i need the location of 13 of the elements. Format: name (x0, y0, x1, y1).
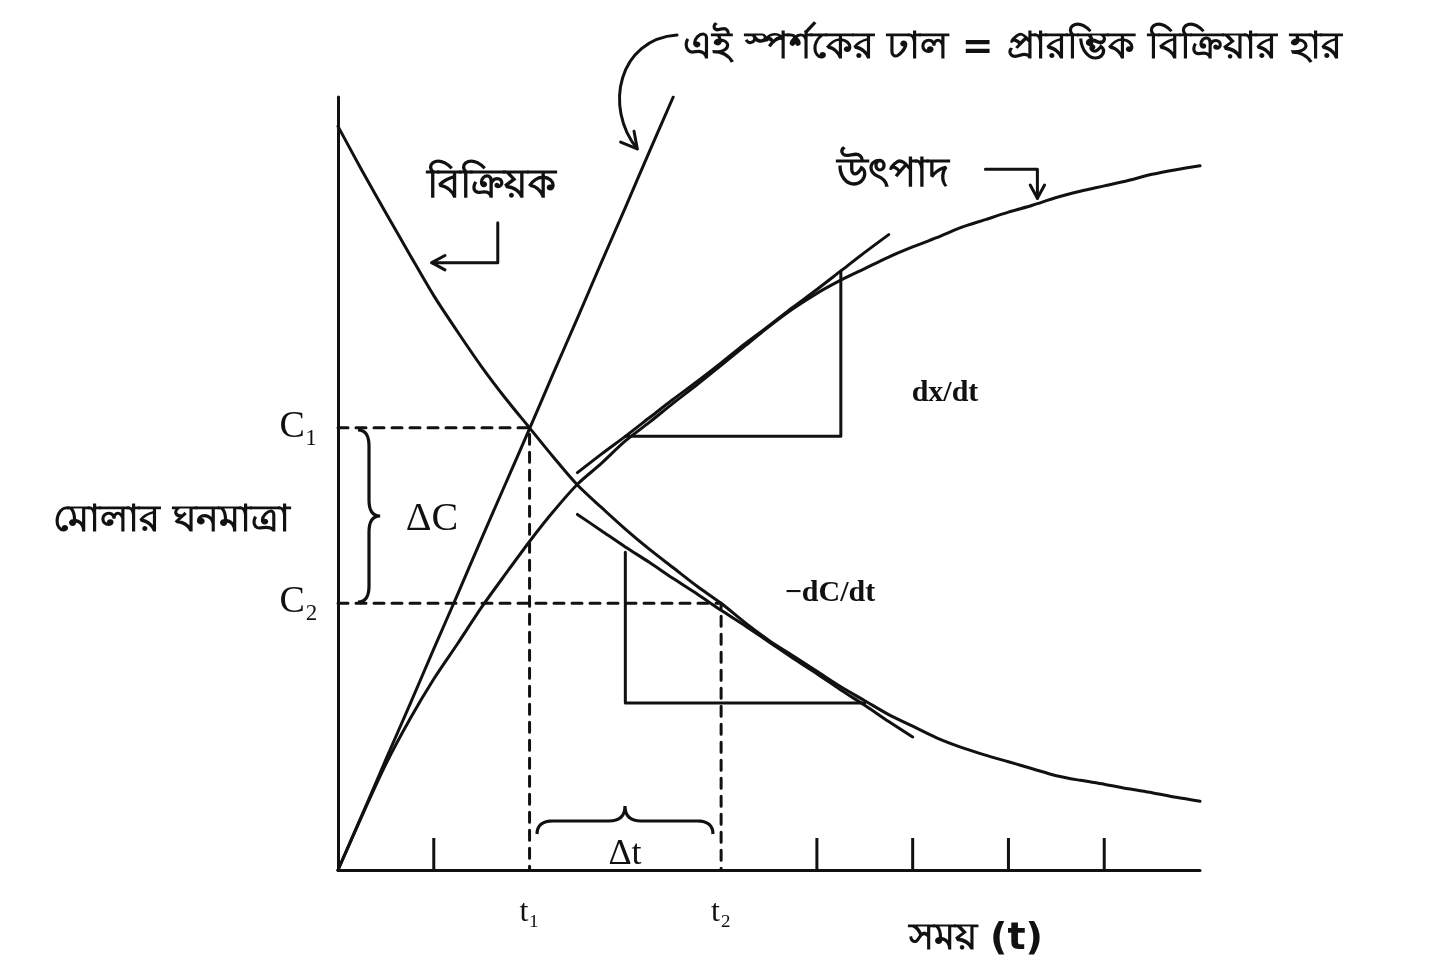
annotation: Δt (608, 832, 642, 872)
text: C₁ (279, 402, 318, 445)
x-axis-title: সময় (t) (906, 914, 1043, 958)
y-axis-title: মোলার ঘনমাত্রা (52, 496, 292, 541)
annotation: −dC/dt (784, 573, 876, 607)
x-tick-label: t₁ (519, 892, 540, 928)
x-tick-label: t₂ (711, 892, 732, 928)
legend-label: উৎপাদ (835, 146, 952, 196)
annotation: dx/dt (911, 373, 979, 407)
annotation: ΔC (405, 493, 459, 539)
text: C₂ (279, 578, 318, 621)
text: এই স্পর্শকের ঢাল = প্রারম্ভিক বিক্রিয়ার হার (683, 21, 1344, 67)
series-label: বিক্রিয়ক (425, 158, 559, 206)
